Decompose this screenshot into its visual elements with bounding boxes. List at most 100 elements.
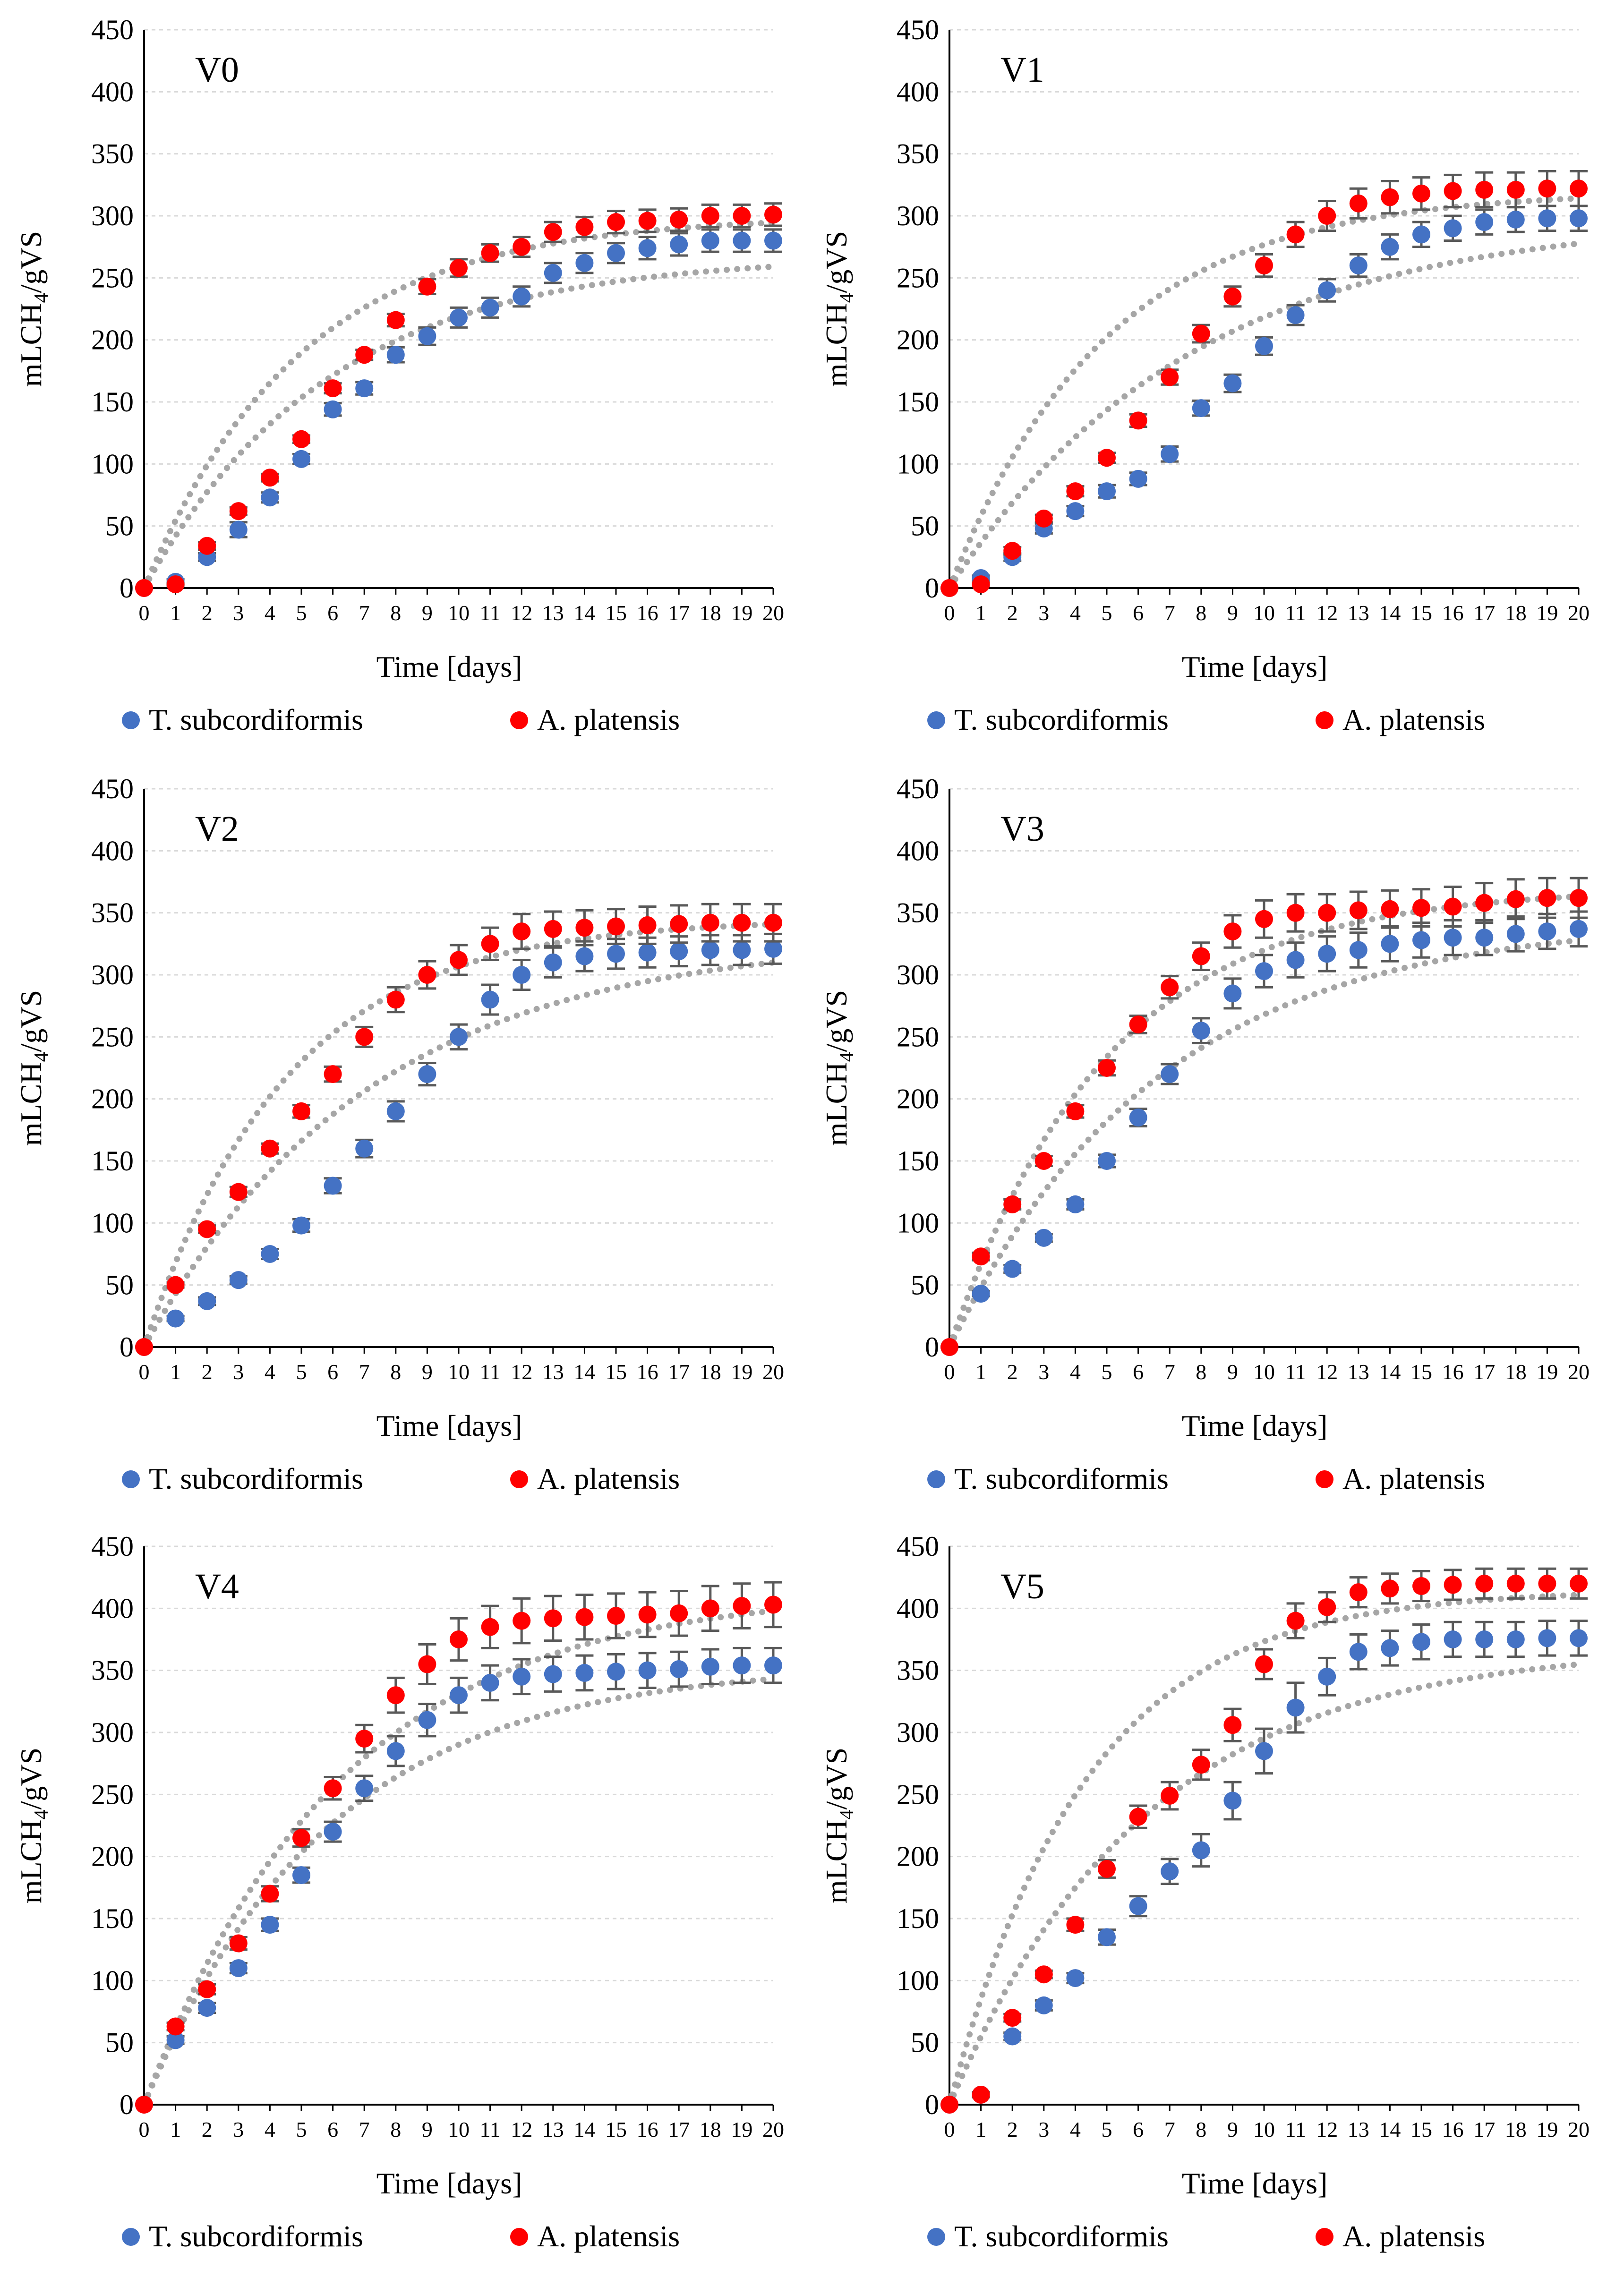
x-tick-label: 18 [1505,601,1527,625]
data-point-a-platensis [1129,1015,1147,1034]
data-point-a-platensis [638,212,657,230]
data-point-a-platensis [1066,482,1085,501]
y-tick-label: 50 [911,511,939,542]
y-tick-label: 100 [897,1207,939,1238]
data-point-a-platensis [940,1338,958,1356]
y-tick-label: 0 [120,572,134,604]
y-tick-label: 150 [897,1145,939,1177]
x-tick-label: 20 [1568,1360,1590,1384]
data-point-t-subcordiformis [733,1656,751,1675]
data-point-a-platensis [1192,324,1210,343]
x-tick-label: 9 [422,1360,433,1384]
y-tick-label: 300 [897,959,939,990]
data-point-a-platensis [1161,978,1179,997]
x-tick-label: 14 [1379,1360,1401,1384]
x-tick-label: 8 [1196,2117,1206,2141]
x-axis-label: Time [days] [1182,650,1328,683]
x-tick-label: 12 [511,601,532,625]
x-tick-label: 11 [479,601,500,625]
data-point-a-platensis [1444,897,1462,916]
data-point-t-subcordiformis [1286,306,1305,324]
x-tick-label: 7 [359,601,370,625]
data-point-a-platensis [1066,1916,1085,1934]
y-tick-label: 50 [911,2027,939,2058]
data-point-a-platensis [261,1885,279,1903]
data-point-a-platensis [1223,1716,1242,1734]
x-tick-label: 8 [390,1360,401,1384]
data-point-a-platensis [1570,179,1588,198]
x-tick-label: 12 [511,2117,532,2141]
data-point-t-subcordiformis [1003,1260,1022,1278]
x-tick-label: 14 [1379,601,1401,625]
data-point-a-platensis [198,537,216,555]
y-tick-label: 250 [91,1779,134,1810]
data-point-t-subcordiformis [764,939,782,958]
data-point-t-subcordiformis [1506,210,1525,229]
data-point-a-platensis [1286,225,1305,244]
x-tick-label: 0 [944,1360,955,1384]
data-point-a-platensis [1098,1059,1116,1077]
legend-marker-t-subcordiformis [122,711,140,729]
y-tick-label: 100 [897,1965,939,1996]
x-tick-label: 9 [422,601,433,625]
data-point-t-subcordiformis [1412,1633,1430,1651]
y-tick-label: 250 [897,262,939,293]
x-tick-label: 4 [265,1360,275,1384]
data-point-t-subcordiformis [1381,238,1399,256]
x-tick-label: 11 [1285,601,1306,625]
x-tick-label: 19 [1536,601,1558,625]
y-tick-label: 350 [91,1655,134,1686]
data-point-a-platensis [1161,1786,1179,1805]
data-point-t-subcordiformis [481,990,499,1009]
data-point-t-subcordiformis [292,1866,310,1885]
x-tick-label: 19 [731,1360,752,1384]
x-tick-label: 15 [1410,601,1432,625]
data-point-t-subcordiformis [638,943,657,962]
data-point-t-subcordiformis [513,287,531,306]
chart-title: V3 [1000,809,1044,849]
data-point-t-subcordiformis [1098,482,1116,501]
data-point-a-platensis [292,1102,310,1120]
data-point-a-platensis [1255,256,1273,275]
data-point-a-platensis [1066,1102,1085,1120]
data-point-a-platensis [292,430,310,448]
data-point-t-subcordiformis [733,941,751,959]
trendline-t-subcordiformis [946,240,1582,591]
data-point-t-subcordiformis [386,346,405,364]
data-point-t-subcordiformis [575,1663,594,1682]
y-axis-label: mLCH4/gVS [14,990,52,1146]
data-point-a-platensis [1098,1860,1116,1878]
x-tick-label: 4 [1070,1360,1081,1384]
y-tick-label: 0 [925,572,939,604]
data-point-t-subcordiformis [544,953,562,972]
y-tick-label: 100 [91,1207,134,1238]
x-tick-label: 12 [1316,601,1338,625]
x-tick-label: 6 [327,2117,338,2141]
x-tick-label: 1 [975,601,986,625]
data-point-t-subcordiformis [1223,374,1242,392]
x-tick-label: 13 [1348,2117,1369,2141]
legend-marker-a-platensis [1316,2228,1333,2246]
data-point-a-platensis [1192,1756,1210,1774]
data-point-a-platensis [1412,899,1430,917]
x-tick-label: 10 [1253,1360,1275,1384]
data-point-a-platensis [1129,1808,1147,1826]
data-point-t-subcordiformis [229,520,248,539]
data-point-t-subcordiformis [1192,1841,1210,1860]
data-point-t-subcordiformis [229,1959,248,1978]
data-point-t-subcordiformis [1538,922,1556,941]
data-point-t-subcordiformis [1192,1022,1210,1040]
x-tick-label: 1 [170,2117,181,2141]
data-point-a-platensis [229,1183,248,1201]
x-tick-label: 16 [637,601,658,625]
legend-label-a-platensis: A. platensis [1342,2219,1485,2253]
data-point-a-platensis [1475,1574,1494,1593]
data-point-t-subcordiformis [261,1245,279,1263]
data-point-a-platensis [324,1779,342,1798]
data-point-t-subcordiformis [513,966,531,984]
trendline-t-subcordiformis [946,1661,1582,2108]
x-tick-label: 8 [390,2117,401,2141]
